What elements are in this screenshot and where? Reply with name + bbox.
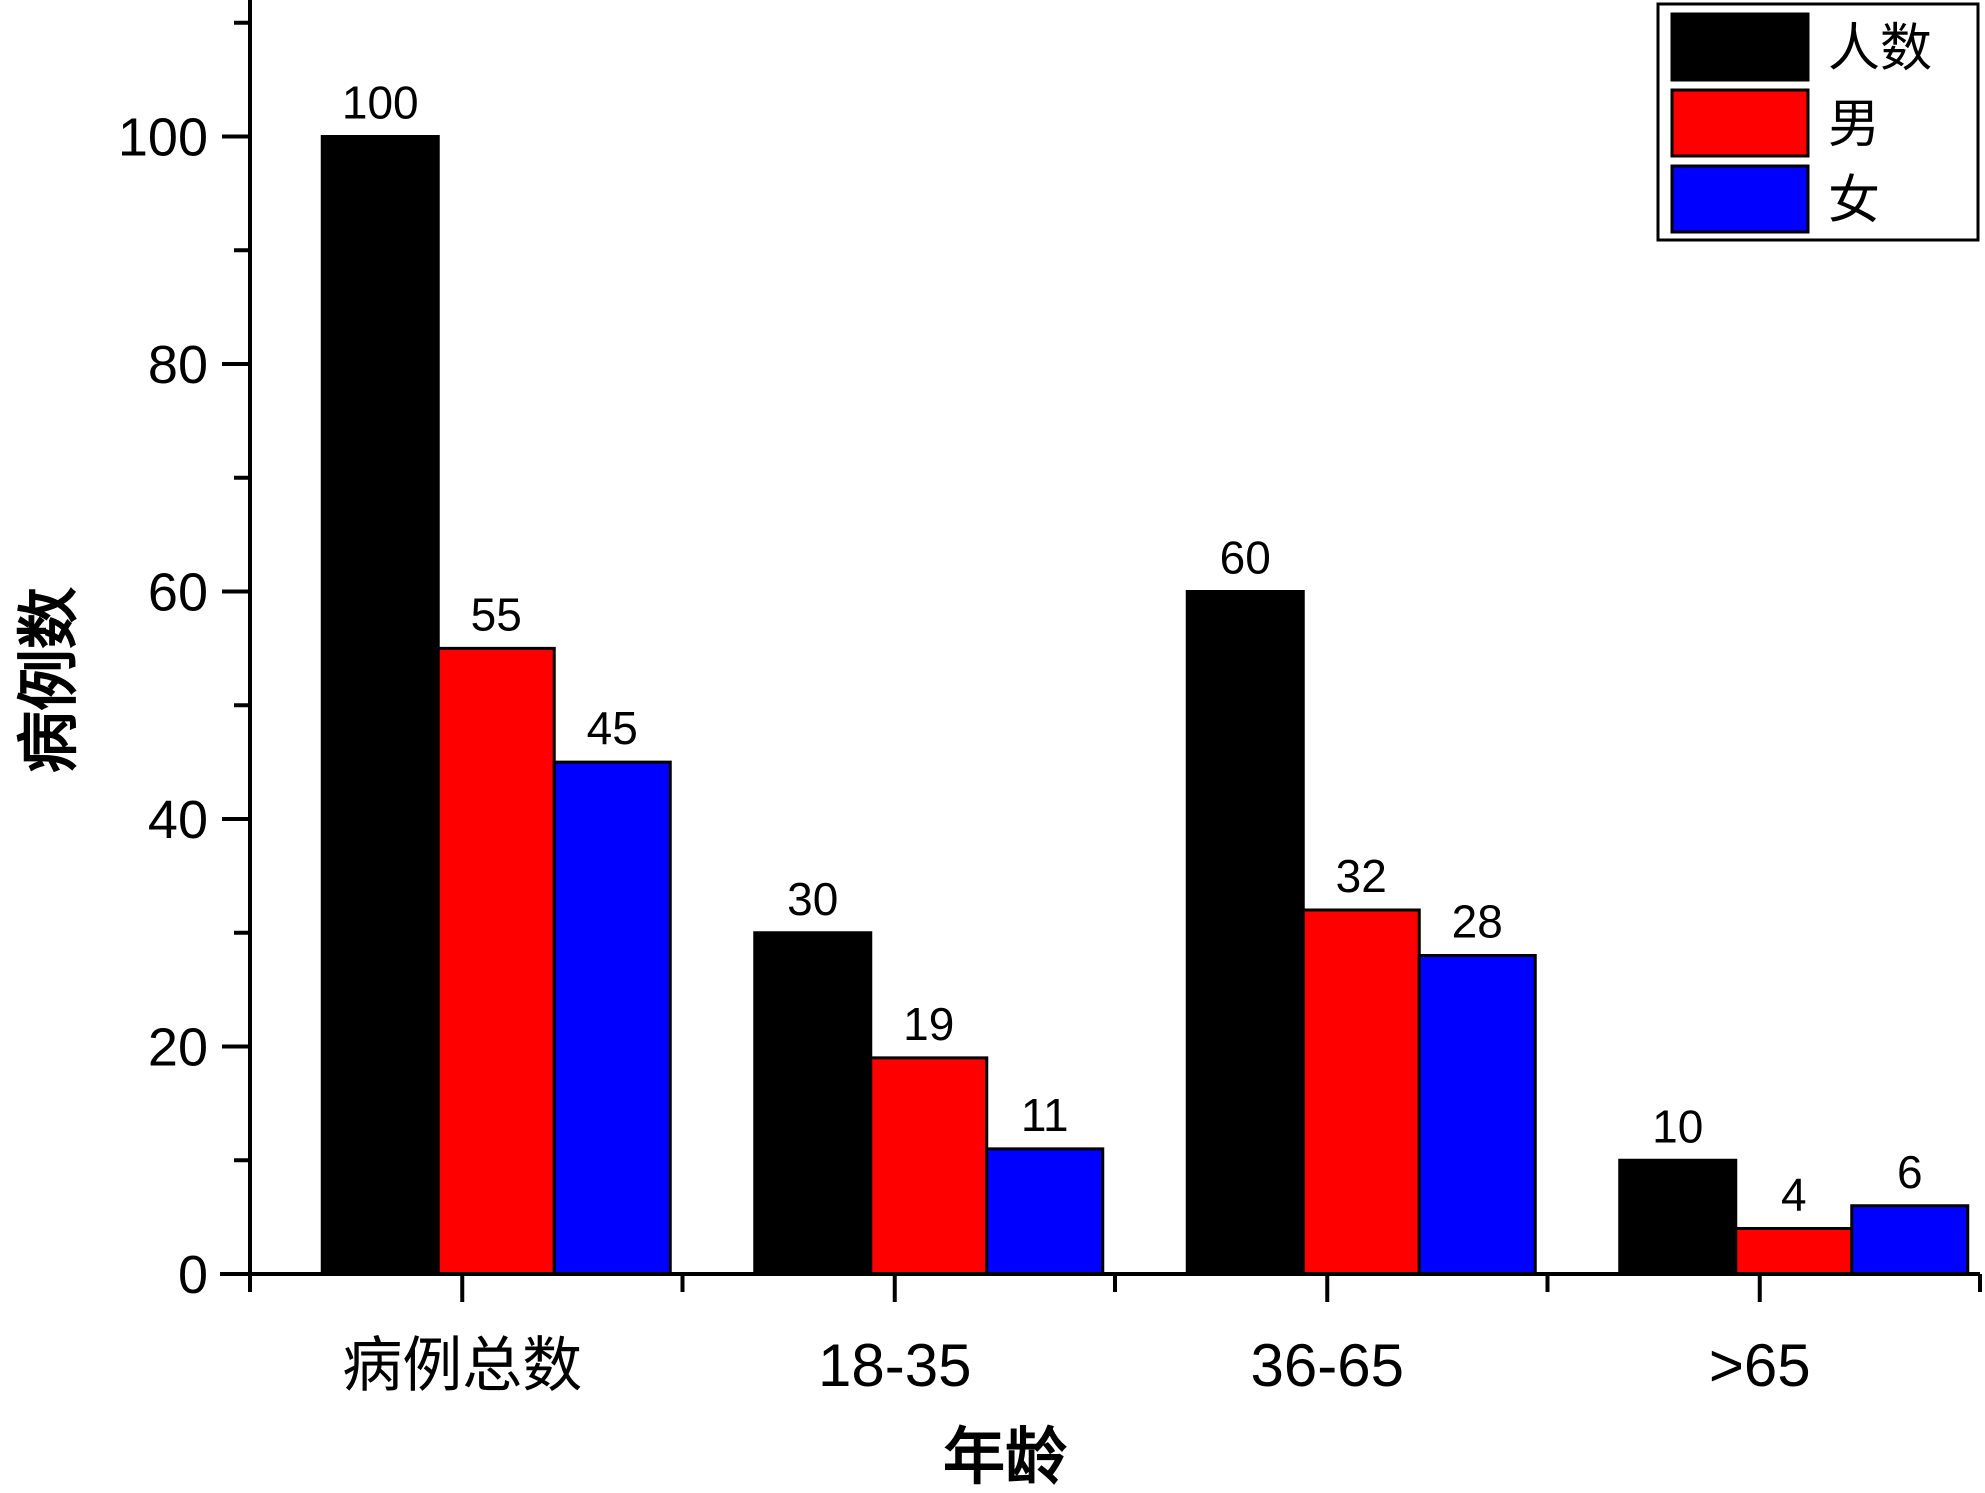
x-tick-label: >65 [1709,1332,1811,1399]
data-label: 100 [342,77,419,129]
bar-2-1 [436,646,556,1276]
legend-label: 男 [1828,95,1880,155]
bar-2-2 [869,1056,989,1276]
data-label: 10 [1652,1100,1703,1152]
bars-layer [320,135,1970,1276]
axes-layer [220,0,1980,1276]
data-label: 30 [787,873,838,925]
data-label: 19 [903,998,954,1050]
data-label: 60 [1220,532,1271,584]
legend-swatch [1670,88,1810,158]
y-tick-label: 0 [178,1245,208,1305]
data-label: 11 [1021,1089,1069,1141]
data-label: 55 [471,588,522,640]
ticks-layer: 0 20 40 60 80 100 病例总数 18-35 36-65 >65 [118,20,1982,1399]
data-label: 6 [1897,1146,1923,1198]
data-label: 32 [1336,850,1387,902]
bar-1-4 [1618,1158,1738,1276]
data-label: 4 [1781,1169,1807,1221]
y-tick-label: 80 [148,335,208,395]
bar-3-4 [1850,1204,1970,1276]
legend-swatch [1670,12,1810,82]
bar-3-2 [985,1147,1105,1276]
y-tick-label: 60 [148,563,208,623]
bar-1-3 [1185,590,1305,1276]
x-tick-label: 36-65 [1251,1332,1404,1399]
x-tick-label: 18-35 [818,1332,971,1399]
y-tick-label: 100 [118,108,208,168]
bar-2-3 [1301,908,1421,1276]
x-axis-title: 年龄 [943,1420,1067,1493]
bar-3-3 [1417,954,1537,1276]
data-labels-layer: 100 55 45 30 19 11 60 32 28 10 4 6 [342,77,1923,1221]
y-axis-title: 病例数 [12,587,85,773]
bar-2-4 [1734,1227,1854,1276]
legend-swatch [1670,164,1810,234]
legend-label: 人数 [1828,19,1932,79]
y-tick-label: 40 [148,790,208,850]
bar-1-2 [753,931,873,1276]
data-label: 28 [1452,896,1503,948]
bar-3-1 [552,760,672,1276]
data-label: 45 [587,702,638,754]
bar-1-1 [320,135,440,1276]
legend-label: 女 [1828,171,1880,231]
y-tick-label: 20 [148,1018,208,1078]
x-tick-label: 病例总数 [342,1332,582,1399]
